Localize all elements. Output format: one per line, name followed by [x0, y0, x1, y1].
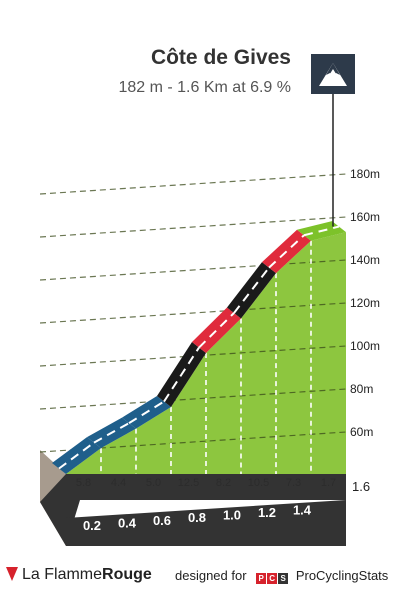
climb-profile-chart: 5.8 4.4 5.0 12.5 8.2 10.5 7.3 1.7 0.2 0.4 0.6 0.8 1.… [39, 54, 380, 546]
road-centerline [268, 234, 305, 269]
road-centerline [198, 312, 235, 349]
pcs-letter-p: P [256, 573, 267, 584]
mountain-peak-icon [328, 69, 338, 77]
pcs-letter-s: S [278, 573, 289, 584]
x-tick-label: 0.8 [188, 510, 206, 525]
road-centerline [58, 441, 95, 470]
y-tick-label: 100m [350, 339, 380, 353]
brand-left: La Flamme [22, 566, 103, 583]
la-flamme-rouge-logo: La FlammeRouge [6, 566, 152, 584]
x-tick-label: 0.4 [118, 515, 137, 530]
flag-icon [6, 567, 18, 581]
grid-line [39, 173, 347, 195]
base-distance-label: 1.6 [352, 479, 370, 494]
road-centerline [93, 422, 130, 444]
brand-right: Rouge [102, 566, 152, 583]
y-tick-label: 160m [350, 210, 380, 224]
x-tick-label: 1.0 [223, 508, 241, 523]
base-strip-lower [66, 500, 346, 546]
road-centerline [128, 400, 165, 424]
gradient-label: 4.4 [111, 477, 126, 489]
base-strip [40, 474, 346, 546]
grid-line [39, 302, 347, 324]
gradient-label: 12.5 [178, 477, 199, 489]
x-tick-label: 0.6 [153, 513, 171, 528]
x-tick-label: 0.2 [83, 518, 101, 533]
y-tick-label: 60m [350, 425, 373, 439]
road-centerline [303, 225, 340, 237]
y-tick-label: 140m [350, 253, 380, 267]
road-segment [227, 262, 276, 319]
y-tick-label: 180m [350, 167, 380, 181]
gradient-label: 5.8 [76, 477, 91, 489]
gradient-label: 5.0 [146, 477, 161, 489]
climb-subtitle: 182 m - 1.6 Km at 6.9 % [118, 79, 291, 96]
gradient-label: 7.3 [286, 477, 301, 489]
road-centerline [233, 267, 270, 314]
grid-line [39, 259, 347, 281]
x-tick-label: 1.2 [258, 505, 276, 520]
gradient-label: 10.5 [248, 477, 269, 489]
pcs-letter-c: C [267, 573, 278, 584]
grid-line [39, 388, 347, 410]
y-tick-label: 80m [350, 382, 373, 396]
designed-for-text: designed for [175, 568, 247, 583]
climb-title: Côte de Gives [150, 46, 291, 69]
x-tick-label: 1.4 [293, 502, 312, 517]
road-centerline [163, 346, 200, 403]
y-tick-label: 120m [350, 296, 380, 310]
gradient-label: 1.7 [321, 477, 336, 489]
gradient-label: 8.2 [216, 477, 231, 489]
grid-line [39, 216, 347, 238]
pcs-name: ProCyclingStats [295, 568, 389, 583]
